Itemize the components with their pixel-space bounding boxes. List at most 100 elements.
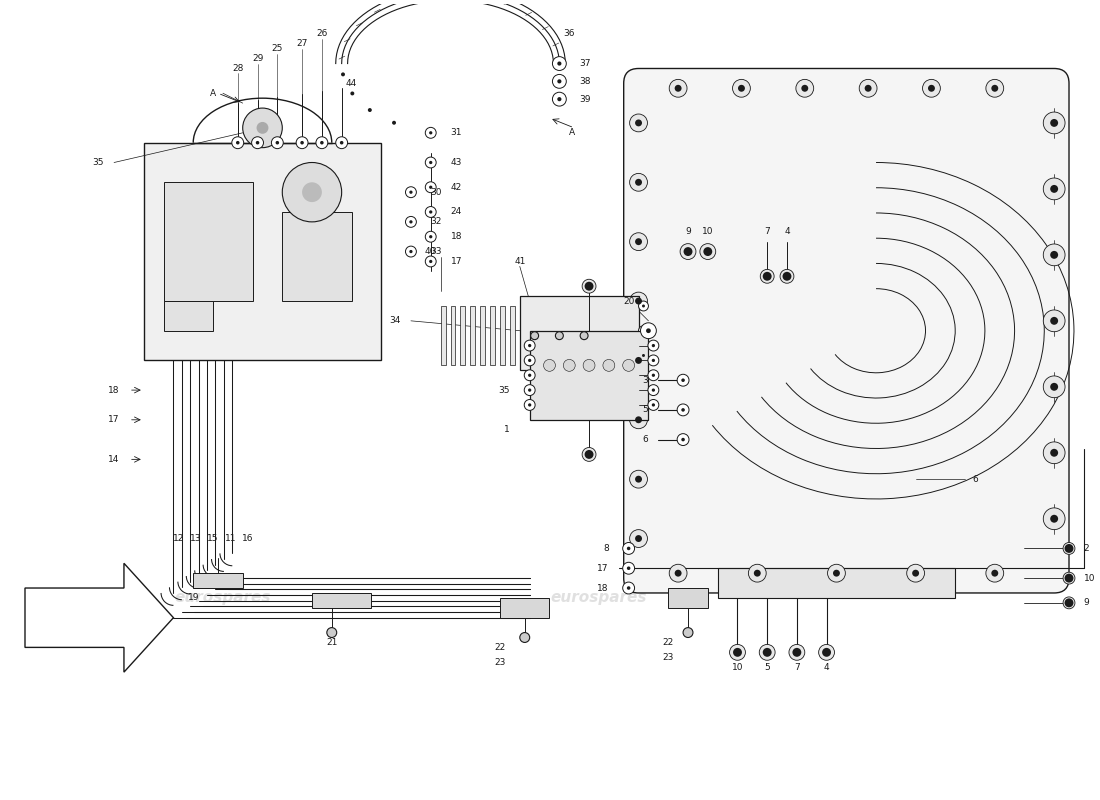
FancyBboxPatch shape xyxy=(624,69,1069,593)
Bar xyxy=(668,588,707,608)
Text: 23: 23 xyxy=(662,653,674,662)
Circle shape xyxy=(406,217,417,227)
Circle shape xyxy=(1050,449,1058,457)
Circle shape xyxy=(232,137,244,149)
Text: 5: 5 xyxy=(642,406,648,414)
Text: 22: 22 xyxy=(494,643,506,652)
Text: 28: 28 xyxy=(232,64,243,73)
Bar xyxy=(510,306,515,366)
Circle shape xyxy=(426,256,437,267)
Circle shape xyxy=(1043,244,1065,266)
Circle shape xyxy=(525,399,535,410)
Text: 6: 6 xyxy=(972,474,978,484)
Circle shape xyxy=(906,564,924,582)
Circle shape xyxy=(409,250,412,253)
Circle shape xyxy=(429,131,432,134)
Circle shape xyxy=(642,330,645,332)
Circle shape xyxy=(1065,544,1074,553)
Circle shape xyxy=(635,357,642,364)
Bar xyxy=(471,306,475,366)
Text: 22: 22 xyxy=(662,638,674,647)
Circle shape xyxy=(316,137,328,149)
Circle shape xyxy=(986,79,1003,97)
Circle shape xyxy=(296,137,308,149)
Text: 2: 2 xyxy=(1084,544,1089,553)
Text: 35: 35 xyxy=(92,158,104,167)
Circle shape xyxy=(320,141,323,145)
Text: 26: 26 xyxy=(316,30,328,38)
Circle shape xyxy=(236,141,240,145)
Text: 38: 38 xyxy=(580,77,591,86)
Circle shape xyxy=(648,340,659,351)
Circle shape xyxy=(669,79,688,97)
Text: 10: 10 xyxy=(1084,574,1096,582)
Circle shape xyxy=(558,79,561,83)
Circle shape xyxy=(603,359,615,371)
Circle shape xyxy=(648,355,659,366)
Circle shape xyxy=(640,323,657,338)
Circle shape xyxy=(627,546,630,550)
Circle shape xyxy=(563,359,575,371)
Text: 31: 31 xyxy=(451,128,462,138)
Bar xyxy=(164,182,253,301)
Circle shape xyxy=(833,570,840,577)
Circle shape xyxy=(651,358,654,362)
Circle shape xyxy=(646,328,651,333)
Circle shape xyxy=(1043,442,1065,464)
Circle shape xyxy=(642,305,645,307)
Text: eurospares: eurospares xyxy=(175,234,272,249)
Bar xyxy=(164,301,213,330)
Circle shape xyxy=(256,122,268,134)
Circle shape xyxy=(341,72,345,76)
Text: eurospares: eurospares xyxy=(700,323,795,338)
Circle shape xyxy=(859,79,877,97)
Text: 18: 18 xyxy=(108,386,120,394)
Circle shape xyxy=(700,244,716,259)
Circle shape xyxy=(733,648,741,657)
Circle shape xyxy=(300,141,304,145)
Text: 23: 23 xyxy=(494,658,506,666)
Text: 24: 24 xyxy=(451,207,462,217)
Circle shape xyxy=(627,586,630,590)
Circle shape xyxy=(429,210,432,214)
Text: 13: 13 xyxy=(189,534,201,543)
Text: 40: 40 xyxy=(425,247,437,256)
Text: 15: 15 xyxy=(207,534,219,543)
Circle shape xyxy=(733,79,750,97)
Circle shape xyxy=(558,62,561,66)
Text: 21: 21 xyxy=(326,638,338,647)
Circle shape xyxy=(582,447,596,462)
Bar xyxy=(441,306,446,366)
Circle shape xyxy=(543,359,556,371)
Circle shape xyxy=(827,564,846,582)
Bar xyxy=(461,306,465,366)
Circle shape xyxy=(762,272,771,281)
Bar xyxy=(491,306,495,366)
Circle shape xyxy=(528,403,531,406)
Circle shape xyxy=(754,570,761,577)
Circle shape xyxy=(552,74,567,88)
Bar xyxy=(520,296,638,370)
Bar xyxy=(144,142,382,361)
Circle shape xyxy=(530,332,539,340)
Circle shape xyxy=(638,350,648,361)
Circle shape xyxy=(580,332,588,340)
Text: 7: 7 xyxy=(794,662,800,672)
Text: 5: 5 xyxy=(764,662,770,672)
Circle shape xyxy=(629,411,648,429)
Text: 27: 27 xyxy=(296,39,308,48)
Text: 16: 16 xyxy=(242,534,253,543)
Circle shape xyxy=(558,97,561,102)
Circle shape xyxy=(392,121,396,125)
Circle shape xyxy=(627,566,630,570)
Circle shape xyxy=(623,582,635,594)
Bar xyxy=(481,306,485,366)
Circle shape xyxy=(678,404,689,416)
Circle shape xyxy=(759,645,775,660)
Polygon shape xyxy=(25,563,174,672)
Circle shape xyxy=(1043,178,1065,200)
Circle shape xyxy=(635,238,642,245)
Bar xyxy=(500,306,505,366)
Circle shape xyxy=(582,279,596,293)
Circle shape xyxy=(789,645,805,660)
